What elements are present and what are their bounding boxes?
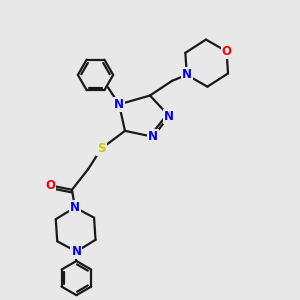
Text: O: O bbox=[45, 179, 55, 192]
Text: O: O bbox=[222, 45, 232, 58]
Text: N: N bbox=[148, 130, 158, 143]
Text: S: S bbox=[97, 142, 106, 155]
Text: N: N bbox=[114, 98, 124, 111]
Text: N: N bbox=[70, 201, 80, 214]
Text: N: N bbox=[182, 68, 192, 81]
Text: N: N bbox=[71, 245, 81, 258]
Text: N: N bbox=[164, 110, 174, 123]
